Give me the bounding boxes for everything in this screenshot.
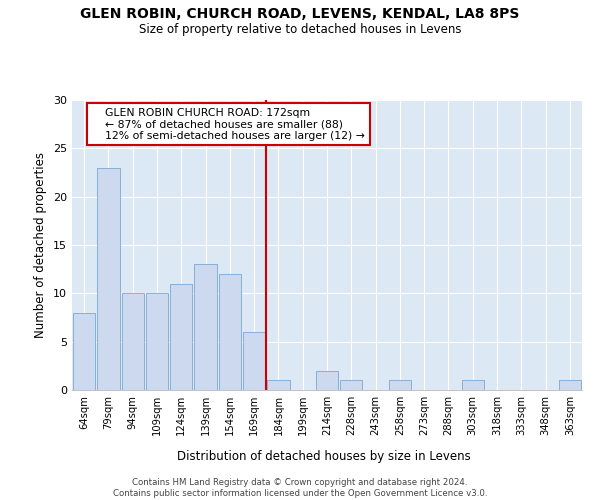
Bar: [73, 312, 95, 390]
Bar: [146, 294, 168, 390]
Bar: [340, 380, 362, 390]
Y-axis label: Number of detached properties: Number of detached properties: [34, 152, 47, 338]
Bar: [267, 380, 290, 390]
Bar: [389, 380, 411, 390]
Bar: [194, 264, 217, 390]
Bar: [97, 168, 119, 390]
Text: Contains HM Land Registry data © Crown copyright and database right 2024.
Contai: Contains HM Land Registry data © Crown c…: [113, 478, 487, 498]
Bar: [243, 332, 265, 390]
Bar: [122, 294, 144, 390]
Text: GLEN ROBIN CHURCH ROAD: 172sqm
    ← 87% of detached houses are smaller (88)
   : GLEN ROBIN CHURCH ROAD: 172sqm ← 87% of …: [91, 108, 365, 141]
Text: GLEN ROBIN, CHURCH ROAD, LEVENS, KENDAL, LA8 8PS: GLEN ROBIN, CHURCH ROAD, LEVENS, KENDAL,…: [80, 8, 520, 22]
Text: Distribution of detached houses by size in Levens: Distribution of detached houses by size …: [177, 450, 471, 463]
Bar: [559, 380, 581, 390]
Text: Size of property relative to detached houses in Levens: Size of property relative to detached ho…: [139, 22, 461, 36]
Bar: [218, 274, 241, 390]
Bar: [170, 284, 193, 390]
Bar: [316, 370, 338, 390]
Bar: [461, 380, 484, 390]
